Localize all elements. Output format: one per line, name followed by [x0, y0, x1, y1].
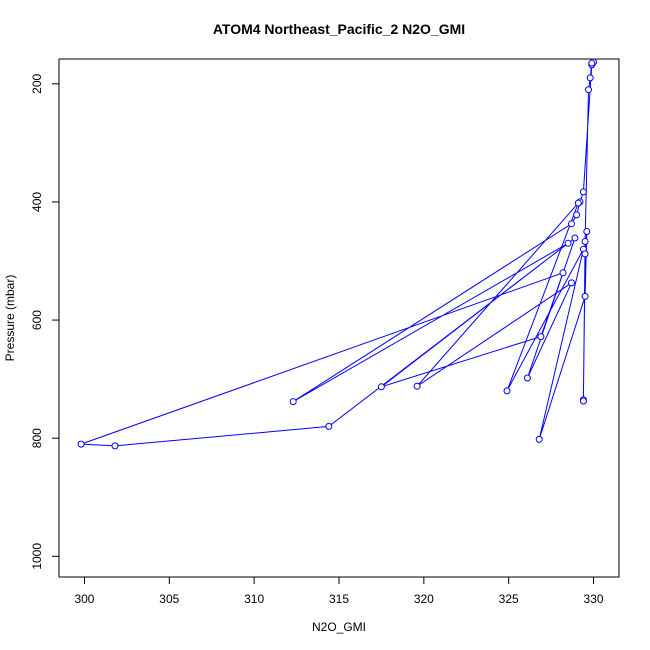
- data-point: [568, 279, 575, 287]
- data-point: [77, 440, 85, 448]
- series-layer: [77, 59, 597, 450]
- data-point: [579, 188, 587, 196]
- data-point: [588, 59, 596, 67]
- data-point: [586, 74, 594, 82]
- data-point: [585, 86, 592, 94]
- y-tick-label: 400: [30, 192, 44, 212]
- x-tick-label: 330: [584, 592, 604, 606]
- x-tick-label: 325: [499, 592, 519, 606]
- data-point: [579, 397, 587, 405]
- x-tick-label: 310: [244, 592, 264, 606]
- y-tick-label: 600: [30, 310, 44, 330]
- x-axis: 300 305 310 315 320 325 330: [74, 577, 604, 606]
- y-tick-label: 800: [30, 428, 44, 448]
- x-axis-label: N2O_GMI: [312, 620, 366, 634]
- x-tick-label: 300: [74, 592, 94, 606]
- y-axis-label: Pressure (mbar): [3, 275, 17, 362]
- data-point: [503, 387, 511, 395]
- data-point: [573, 211, 581, 219]
- data-point: [581, 238, 589, 245]
- series-line: [80, 61, 594, 447]
- data-point: [413, 382, 421, 390]
- data-point: [535, 435, 543, 443]
- x-tick-label: 315: [329, 592, 349, 606]
- data-point: [574, 199, 582, 207]
- data-point: [581, 292, 589, 300]
- data-point: [581, 250, 589, 258]
- y-axis: 200 400 600 800 1000: [30, 73, 59, 570]
- data-point: [559, 269, 567, 277]
- data-point: [523, 374, 531, 382]
- data-point: [568, 220, 575, 228]
- data-point: [377, 383, 385, 391]
- data-point: [289, 398, 297, 406]
- data-point: [537, 333, 545, 341]
- data-point: [325, 422, 333, 430]
- data-point: [583, 228, 591, 235]
- data-point: [111, 442, 119, 450]
- y-tick-label: 1000: [30, 543, 44, 570]
- chart-title: ATOM4 Northeast_Pacific_2 N2O_GMI: [213, 21, 465, 37]
- data-point: [571, 234, 579, 242]
- y-tick-label: 200: [30, 73, 44, 93]
- data-point: [564, 239, 572, 247]
- x-tick-label: 320: [414, 592, 434, 606]
- x-tick-label: 305: [159, 592, 179, 606]
